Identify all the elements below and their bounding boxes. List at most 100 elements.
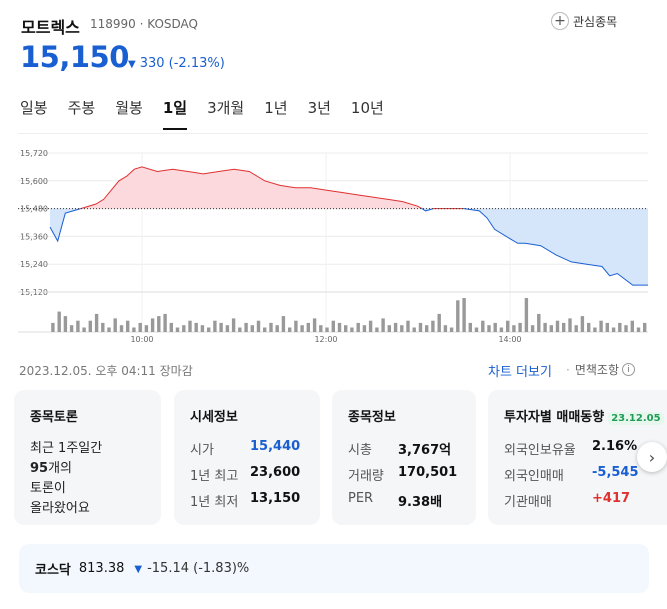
y-tick-label: 15,360 — [20, 232, 48, 241]
index-name: 코스닥 — [35, 563, 71, 578]
volume-bar — [94, 313, 99, 332]
tab-7[interactable]: 10년 — [350, 99, 384, 117]
volume-bar — [387, 325, 391, 332]
card-title: 시세정보 — [190, 410, 238, 425]
volume-bar — [144, 325, 149, 332]
x-tick-label: 14:00 — [498, 335, 521, 344]
disclaimer-label: 면책조항 — [574, 363, 619, 377]
watchlist-label: 관심종목 — [573, 14, 618, 29]
tab-4[interactable]: 3개월 — [207, 99, 245, 117]
volume-bar — [225, 325, 230, 332]
volume-bar — [213, 320, 217, 332]
volume-bar — [643, 322, 647, 332]
y-tick-label: 15,600 — [20, 177, 48, 186]
price-up-line — [80, 166, 423, 210]
quote-card[interactable]: 시세정보 시가 15,440 1년 최고 23,600 1년 최저 13,150 — [174, 390, 320, 525]
price-up-area — [80, 166, 422, 209]
volume-bar — [518, 322, 522, 332]
next-card-button[interactable]: › — [637, 442, 667, 472]
investor-row-foreign-trade: 외국인매매 -5,545 — [504, 465, 667, 484]
row-label: 외국인보유율 — [504, 443, 576, 458]
volume-bar — [281, 316, 286, 332]
tab-0[interactable]: 일봉 — [20, 99, 48, 117]
volume-bar — [580, 316, 585, 332]
volume-bar — [549, 325, 553, 332]
volume-bar — [82, 327, 86, 332]
tab-1[interactable]: 주봉 — [67, 99, 96, 117]
divider — [18, 133, 648, 134]
tab-6[interactable]: 3년 — [307, 99, 331, 117]
disclaimer-link[interactable]: · 면책조항 i — [566, 361, 635, 378]
price-down-line — [49, 208, 81, 243]
row-value: 15,440 — [250, 439, 301, 454]
volume-bar — [319, 325, 323, 332]
volume-bar — [456, 300, 460, 332]
volume-bar — [57, 311, 61, 332]
volume-bar — [437, 313, 441, 332]
price-change: ▼ 330 (-2.13%) — [128, 56, 225, 71]
volume-bar — [493, 322, 497, 332]
discussion-card[interactable]: 종목토론 최근 1주일간 95개의 토론이 올라왔어요 — [14, 390, 161, 525]
volume-bar — [69, 325, 74, 332]
y-tick-label: 15,480 — [20, 205, 48, 214]
change-amount: 330 — [139, 56, 165, 71]
x-tick-label: 10:00 — [130, 335, 153, 344]
volume-bar — [362, 325, 367, 332]
card-title: 종목토론 — [30, 410, 78, 425]
tab-2[interactable]: 월봉 — [115, 99, 143, 117]
row-label: PER — [348, 491, 374, 506]
volume-bar — [150, 318, 155, 332]
volume-bar — [624, 325, 628, 332]
date-badge: 23.12.05 — [608, 412, 664, 425]
stock-info-card[interactable]: 종목정보 시총 3,767억 거래량 170,501 PER 9.38배 — [332, 390, 476, 525]
volume-bar — [119, 325, 124, 332]
more-chart-link[interactable]: 차트 더보기 — [488, 365, 552, 380]
kosdaq-index-bar[interactable]: 코스닥 813.38 ▼ -15.14 (-1.83)% — [19, 544, 649, 593]
volume-bar — [350, 327, 354, 332]
row-value: 13,150 — [250, 491, 301, 506]
intraday-chart[interactable]: 15,72015,60015,48015,36015,24015,12010:0… — [0, 140, 667, 355]
volume-bar — [574, 325, 578, 332]
add-watchlist-button[interactable]: + 관심종목 — [551, 12, 617, 30]
volume-bar — [344, 325, 348, 332]
volume-bar — [163, 313, 167, 332]
investor-title: 투자자별 매매동향 — [504, 410, 605, 425]
tab-3[interactable]: 1일 — [162, 97, 188, 130]
row-label: 외국인매매 — [504, 469, 564, 484]
volume-bar — [393, 322, 398, 332]
quote-row-low: 1년 최저 13,150 — [190, 491, 304, 510]
volume-bar — [188, 320, 192, 332]
volume-bar — [263, 327, 267, 332]
x-tick-label: 12:00 — [314, 335, 337, 344]
volume-bar — [325, 327, 329, 332]
volume-bar — [487, 325, 491, 332]
volume-bar — [194, 322, 198, 332]
index-value: 813.38 — [78, 561, 125, 576]
volume-bar — [512, 325, 516, 332]
tab-5[interactable]: 1년 — [264, 99, 288, 117]
current-price: 15,150 — [20, 40, 129, 74]
volume-bar — [443, 325, 448, 332]
investor-row-institution-trade: 기관매매 +417 — [504, 491, 667, 510]
volume-bar — [138, 322, 142, 332]
volume-bar — [294, 320, 298, 332]
volume-bar — [76, 320, 80, 332]
index-change-value: -15.14 (-1.83)% — [147, 561, 250, 576]
row-value: 170,501 — [398, 465, 458, 480]
volume-bar — [568, 318, 572, 332]
plus-icon: + — [551, 12, 569, 30]
volume-bar — [543, 322, 547, 332]
volume-bar — [207, 327, 211, 332]
row-value: 9.38배 — [398, 495, 443, 510]
discussion-line: 최근 1주일간 — [30, 441, 103, 456]
volume-bar — [506, 320, 510, 332]
volume-bar — [169, 322, 173, 332]
chevron-right-icon: › — [648, 447, 656, 467]
volume-bar — [300, 325, 304, 332]
discussion-count-suffix: 개의 — [48, 461, 73, 476]
price-down-line — [463, 208, 648, 286]
volume-bar — [368, 320, 373, 332]
volume-bar — [605, 322, 609, 332]
volume-bar — [468, 322, 472, 332]
y-tick-label: 15,240 — [20, 260, 48, 269]
